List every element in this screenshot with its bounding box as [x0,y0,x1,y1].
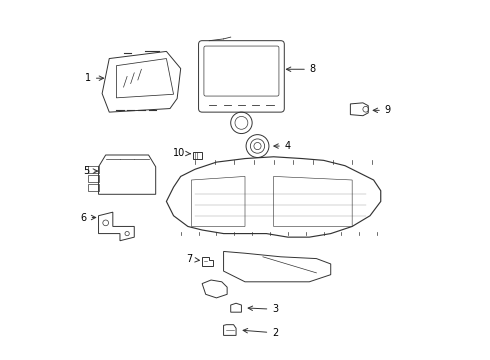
Text: 6: 6 [80,212,96,222]
Bar [193,152,202,158]
Text: 5: 5 [83,166,98,176]
Bar [88,184,98,191]
Bar [88,166,98,173]
Text: 7: 7 [187,254,199,264]
Text: 10: 10 [173,148,191,158]
Text: 2: 2 [243,328,278,338]
Bar [88,175,98,182]
Text: 1: 1 [85,73,103,83]
Text: 4: 4 [274,141,291,151]
Text: 8: 8 [286,64,316,74]
Text: 3: 3 [248,304,278,314]
Text: 9: 9 [373,105,391,115]
